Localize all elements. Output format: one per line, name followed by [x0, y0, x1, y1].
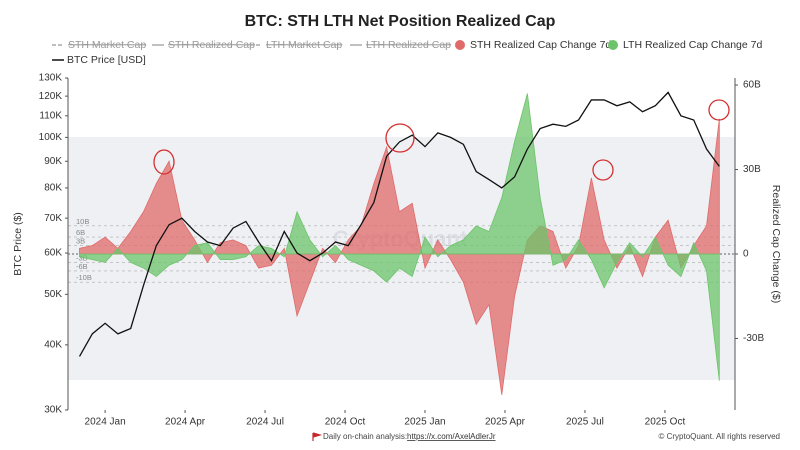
area — [79, 93, 720, 381]
legend-item[interactable]: BTC Price [USD] — [67, 54, 146, 66]
y-tick-label: 40K — [44, 340, 62, 351]
reference-label: 6B — [76, 228, 85, 237]
y-tick-label: 120K — [39, 91, 63, 102]
legend-item[interactable]: STH Market Cap — [68, 39, 146, 51]
footer-link[interactable]: https://x.com/AxelAdlerJr — [407, 432, 496, 441]
x-tick-label: 2024 Oct — [325, 417, 366, 428]
reference-label: 10B — [76, 217, 89, 226]
footer-text: Daily on-chain analysis: — [323, 432, 407, 441]
y-tick-label: 80K — [44, 183, 62, 194]
y2-axis-title: Realized Cap Change ($) — [770, 185, 782, 303]
y-axis-title: BTC Price ($) — [12, 212, 24, 276]
x-tick-label: 2025 Jul — [566, 417, 604, 428]
flag-icon — [312, 432, 323, 441]
x-tick-label: 2025 Oct — [645, 417, 686, 428]
y-tick-label: 30K — [44, 405, 62, 416]
y2-tick-label: 60B — [743, 80, 761, 91]
y-tick-label: 100K — [39, 132, 63, 143]
legend-item[interactable]: LTH Market Cap — [266, 39, 342, 51]
highlight-circle — [385, 123, 415, 153]
legend-swatch[interactable] — [455, 40, 465, 50]
footer: Daily on-chain analysis: https://x.com/A… — [312, 432, 781, 441]
y2-tick-label: 30B — [743, 164, 761, 175]
legend-item[interactable]: LTH Realized Cap — [366, 39, 451, 51]
y-tick-label: 110K — [39, 110, 62, 121]
chart-title: BTC: STH LTH Net Position Realized Cap — [245, 13, 556, 30]
highlight-circles — [153, 99, 730, 181]
legend-swatch[interactable] — [608, 40, 618, 50]
x-tick-label: 2025 Jan — [404, 417, 445, 428]
y-tick-label: 50K — [44, 289, 62, 300]
reference-label: -3B — [76, 253, 88, 262]
legend-item[interactable]: STH Realized Cap — [168, 39, 255, 51]
x-tick-label: 2024 Apr — [165, 417, 206, 428]
reference-label: -10B — [76, 273, 92, 282]
y-tick-label: 70K — [44, 213, 62, 224]
y-tick-label: 90K — [44, 156, 62, 167]
x-tick-label: 2024 Jan — [85, 417, 126, 428]
reference-label: 3B — [76, 237, 85, 246]
y-tick-label: 130K — [39, 73, 63, 84]
reference-label: -6B — [76, 262, 88, 271]
x-tick-label: 2025 Apr — [485, 417, 526, 428]
y-tick-label: 60K — [44, 248, 62, 259]
legend-item[interactable]: STH Realized Cap Change 7d — [470, 39, 611, 51]
highlight-circle — [153, 149, 175, 175]
x-tick-label: 2024 Jul — [246, 417, 284, 428]
y2-tick-label: 0 — [743, 249, 749, 260]
legend: STH Market Cap STH Realized Cap LTH Market… — [52, 39, 762, 66]
copyright: © CryptoQuant. All rights reserved — [659, 432, 781, 441]
y2-tick-label: -30B — [743, 333, 764, 344]
price-line — [78, 91, 720, 357]
highlight-circle — [708, 99, 730, 121]
legend-item[interactable]: LTH Realized Cap Change 7d — [623, 39, 762, 51]
highlight-circle — [592, 159, 614, 181]
